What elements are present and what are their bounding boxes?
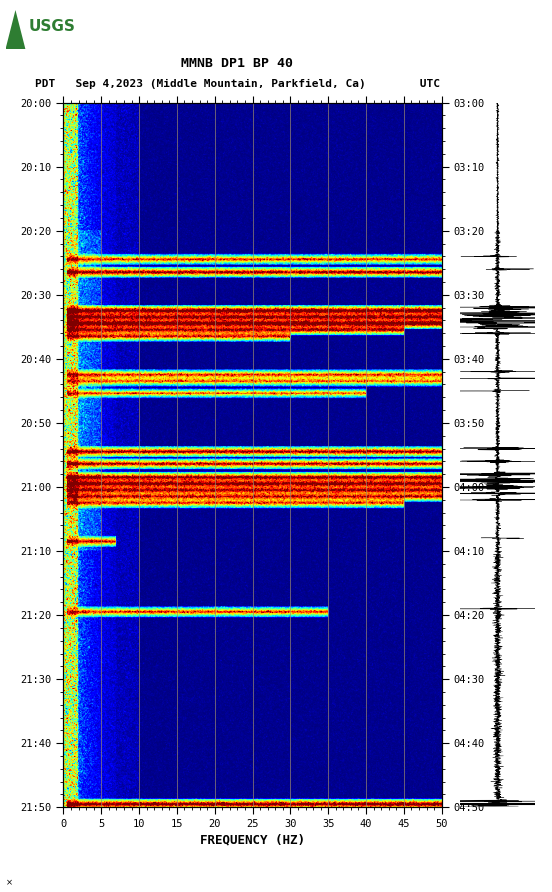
Text: MMNB DP1 BP 40: MMNB DP1 BP 40 [182, 56, 293, 70]
Text: PDT   Sep 4,2023 (Middle Mountain, Parkfield, Ca)        UTC: PDT Sep 4,2023 (Middle Mountain, Parkfie… [35, 79, 440, 89]
Text: ×: × [6, 879, 13, 888]
X-axis label: FREQUENCY (HZ): FREQUENCY (HZ) [200, 833, 305, 847]
Polygon shape [6, 10, 25, 49]
Text: USGS: USGS [29, 20, 76, 34]
